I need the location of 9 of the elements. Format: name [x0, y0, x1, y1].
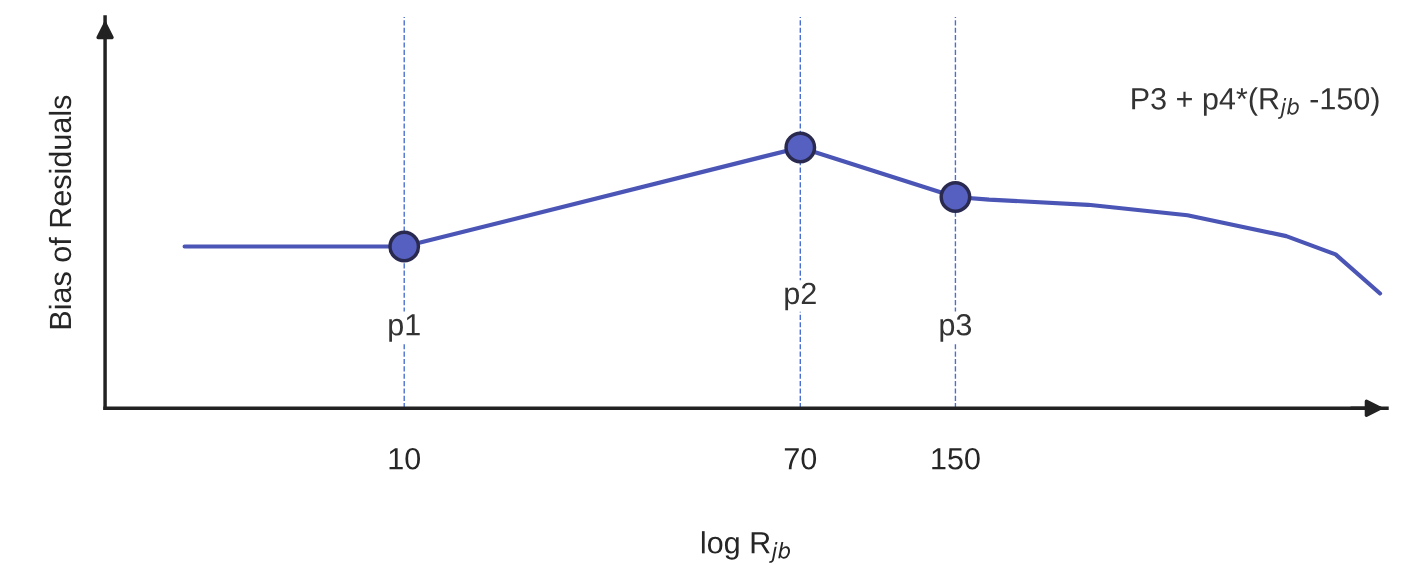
annotation: p3	[940, 313, 972, 342]
x-tick-label: 70	[784, 447, 817, 470]
annotation: p1	[389, 314, 420, 342]
y-axis-title: Bias of Residuals	[48, 95, 72, 329]
x-axis-title: log R$_{jb}$	[701, 531, 791, 563]
text: P3 + p4*(R$_{jb}$ -150)	[1132, 87, 1379, 119]
annotation: p2	[785, 282, 816, 311]
x-tick-label: 10	[389, 447, 421, 470]
x-tick-label: 150	[932, 447, 980, 470]
